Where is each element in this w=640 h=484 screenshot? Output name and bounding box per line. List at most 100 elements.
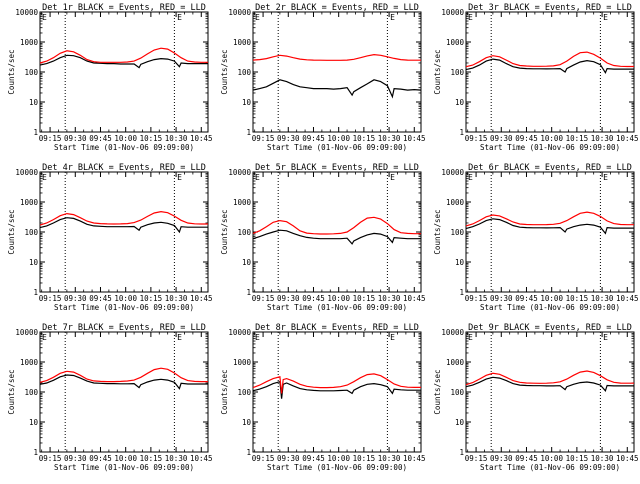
events-series-line [39,54,208,69]
x-tick-label: 10:30 [591,454,614,463]
y-tick-label: 100 [450,228,464,237]
x-axis-label: Start Time (01-Nov-06 09:09:00) [267,463,407,472]
lld-series-line [252,373,421,394]
lld-series-line [39,47,208,64]
y-tick-label: 1 [246,128,251,137]
x-tick-label: 09:30 [490,454,513,463]
events-series-line [39,217,208,234]
detector-panel: Det 6r BLACK = Events, RED = LLD 1 10 100 10… [433,163,639,312]
y-tick-label: 1000 [20,198,39,207]
y-tick-label: 10000 [441,8,464,17]
x-tick-label: 10:15 [353,454,376,463]
x-axis-label: Start Time (01-Nov-06 09:09:00) [480,143,620,152]
x-tick-label: 10:30 [165,294,188,303]
y-tick-label: 10 [29,418,39,427]
event-marker-left: E [468,333,473,342]
lld-series-line [465,51,634,68]
x-tick-label: 10:30 [591,134,614,143]
y-tick-label: 10000 [228,8,251,17]
y-tick-label: 10000 [441,168,464,177]
y-tick-label: 10 [455,98,465,107]
y-tick-label: 100 [450,388,464,397]
y-tick-label: 1 [459,288,464,297]
y-tick-label: 1 [33,128,38,137]
x-tick-label: 09:45 [515,454,538,463]
x-tick-label: 10:30 [378,294,401,303]
x-tick-label: 09:45 [302,294,325,303]
x-axis-label: Start Time (01-Nov-06 09:09:00) [267,143,407,152]
y-tick-label: 10 [29,258,39,267]
panel-title: Det 7r BLACK = Events, RED = LLD [42,323,206,333]
x-tick-label: 10:45 [616,454,639,463]
y-tick-label: 100 [24,388,38,397]
y-tick-label: 10000 [228,168,251,177]
event-marker-left: E [42,13,47,22]
x-tick-label: 10:00 [327,134,350,143]
y-tick-label: 1 [459,128,464,137]
x-tick-label: 09:15 [39,134,62,143]
event-marker-right: E [603,13,608,22]
detector-panel: Det 3r BLACK = Events, RED = LLD 1 10 100 10… [433,3,639,152]
x-tick-label: 09:45 [89,134,112,143]
x-tick-label: 10:15 [566,134,589,143]
x-tick-label: 09:15 [252,294,275,303]
x-tick-label: 09:15 [465,134,488,143]
detector-panel: Det 5r BLACK = Events, RED = LLD 1 10 100 10… [220,163,426,312]
y-axis-label: Counts/sec [7,209,16,254]
y-tick-label: 10000 [15,8,38,17]
x-axis-label: Start Time (01-Nov-06 09:09:00) [54,463,194,472]
detector-panel: Det 9r BLACK = Events, RED = LLD 1 10 100 10… [433,323,639,472]
x-tick-label: 10:30 [165,454,188,463]
y-tick-label: 1000 [20,38,39,47]
x-tick-label: 10:00 [114,454,137,463]
x-tick-label: 10:45 [190,134,213,143]
y-axis-label: Counts/sec [433,369,442,414]
event-marker-left: E [42,173,47,182]
panel-title: Det 5r BLACK = Events, RED = LLD [255,163,419,173]
x-axis-label: Start Time (01-Nov-06 09:09:00) [267,303,407,312]
x-axis-label: Start Time (01-Nov-06 09:09:00) [480,303,620,312]
x-tick-label: 10:45 [616,134,639,143]
x-tick-label: 09:45 [515,134,538,143]
x-tick-label: 09:15 [39,454,62,463]
event-marker-right: E [390,13,395,22]
x-tick-label: 09:45 [515,294,538,303]
x-tick-label: 10:30 [378,454,401,463]
panel-title: Det 3r BLACK = Events, RED = LLD [468,3,632,13]
x-tick-label: 09:30 [277,294,300,303]
y-tick-label: 1 [33,288,38,297]
event-marker-right: E [603,173,608,182]
y-axis-label: Counts/sec [220,209,229,254]
x-tick-label: 09:30 [277,454,300,463]
event-marker-left: E [255,173,260,182]
y-tick-label: 1 [246,448,251,457]
y-tick-label: 1000 [233,38,252,47]
event-marker-right: E [603,333,608,342]
x-axis-label: Start Time (01-Nov-06 09:09:00) [54,143,194,152]
event-marker-right: E [177,173,182,182]
events-series-line [465,376,634,392]
y-tick-label: 100 [237,228,251,237]
x-tick-label: 10:00 [327,454,350,463]
panel-title: Det 6r BLACK = Events, RED = LLD [468,163,632,173]
x-tick-label: 10:30 [165,134,188,143]
detector-panel: Det 7r BLACK = Events, RED = LLD 1 10 100 10… [7,323,213,472]
y-tick-label: 10 [242,418,252,427]
lld-series-line [465,370,634,386]
y-tick-label: 100 [237,68,251,77]
y-tick-label: 10 [242,258,252,267]
x-tick-label: 10:45 [403,134,426,143]
event-marker-left: E [255,13,260,22]
y-tick-label: 10 [455,418,465,427]
y-tick-label: 10000 [15,328,38,337]
x-tick-label: 09:30 [277,134,300,143]
x-tick-label: 09:30 [64,454,87,463]
x-tick-label: 09:15 [252,134,275,143]
detector-panel: Det 4r BLACK = Events, RED = LLD 1 10 100 10… [7,163,213,312]
x-tick-label: 09:30 [490,294,513,303]
lld-series-line [39,210,208,226]
y-tick-label: 1000 [446,198,465,207]
y-tick-label: 1000 [446,358,465,367]
panel-title: Det 8r BLACK = Events, RED = LLD [255,323,419,333]
x-tick-label: 09:45 [89,294,112,303]
